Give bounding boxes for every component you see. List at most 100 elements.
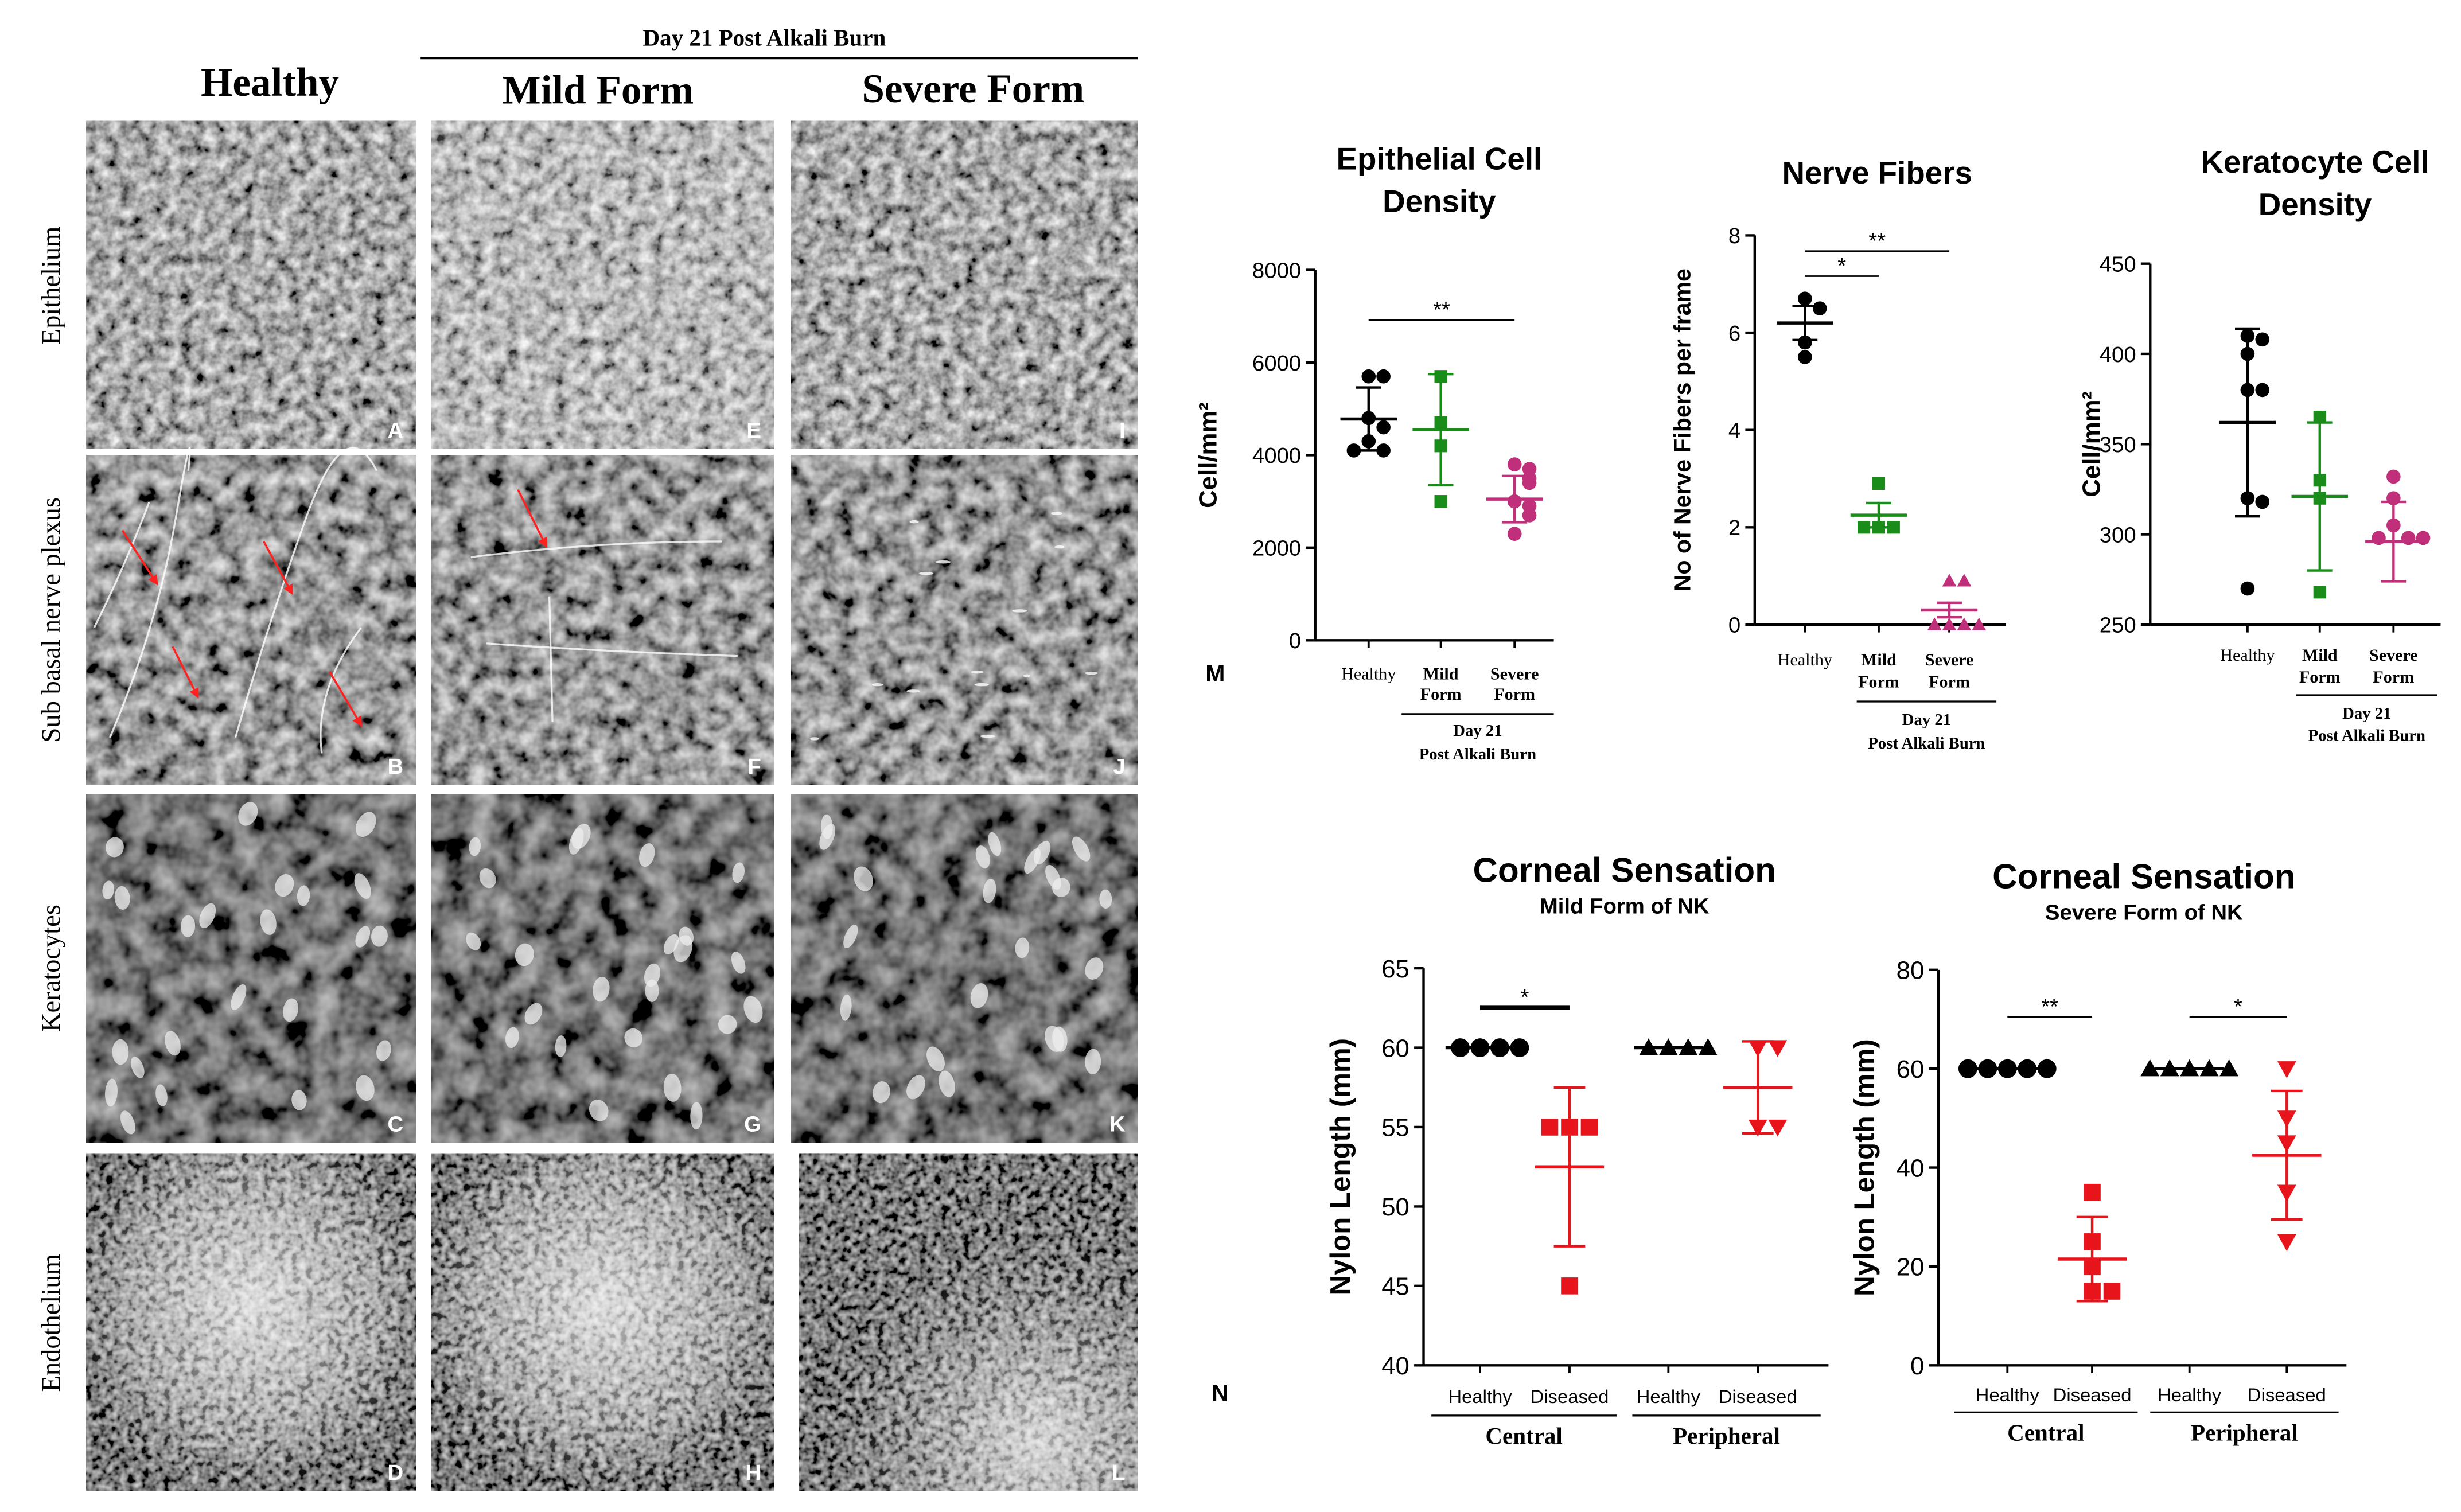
data-point (2386, 518, 2401, 533)
panel-letter: I (1119, 418, 1126, 443)
data-point (1748, 1119, 1767, 1137)
keratocyte (983, 878, 996, 903)
data-point (1858, 521, 1871, 534)
speck (1085, 671, 1098, 675)
keratocyte (466, 932, 481, 950)
keratocyte (732, 862, 745, 883)
data-point (2084, 1283, 2101, 1300)
significance-label: ** (1868, 228, 1886, 253)
arrow (517, 489, 547, 548)
row-label: Keratocytes (37, 905, 66, 1032)
data-point (1470, 1038, 1490, 1057)
data-point (1561, 1277, 1578, 1295)
text-line: Form (1420, 684, 1462, 704)
y-tick-label: 400 (2100, 342, 2136, 367)
nerve-fiber (93, 501, 150, 629)
data-point (1698, 1038, 1718, 1055)
data-point (1768, 1119, 1788, 1137)
chart-subtitle: Mild Form of NK (1540, 894, 1710, 918)
micrograph: E (431, 120, 774, 449)
data-point (1768, 1040, 1788, 1057)
data-point (2277, 1234, 2296, 1252)
keratocyte (354, 873, 371, 899)
nerve-fiber (109, 447, 191, 738)
data-point (1580, 1119, 1598, 1136)
keratocyte (355, 812, 376, 837)
data-point (1639, 1038, 1658, 1055)
column-header: Mild Form (502, 68, 694, 113)
data-point (2386, 491, 2401, 505)
y-tick-label: 450 (2100, 252, 2136, 276)
speck (810, 737, 819, 741)
keratocyte (105, 1078, 118, 1107)
speck (980, 734, 995, 738)
keratocyte (355, 926, 371, 948)
keratocyte (593, 976, 610, 1002)
data-point (1522, 476, 1537, 490)
data-point (1927, 617, 1942, 630)
text-line: Day 21 (1902, 711, 1951, 729)
data-point (1958, 1059, 1977, 1078)
keratocyte (663, 1073, 682, 1102)
text-line: Post Alkali Burn (1868, 734, 1985, 753)
chart-title: Corneal Sensation (1992, 858, 2295, 896)
column-header: Severe Form (862, 67, 1084, 111)
keratocyte (199, 903, 216, 928)
micrograph-texture (431, 120, 774, 449)
panel-letter: H (745, 1460, 761, 1485)
column-header: Healthy (201, 60, 339, 105)
chart-title: Keratocyte Cell Density (2201, 144, 2429, 222)
keratocyte (1015, 937, 1030, 958)
group-label: Peripheral (1673, 1423, 1780, 1449)
keratocyte (356, 1075, 375, 1101)
keratocyte (297, 885, 310, 906)
text-line: Form (2299, 667, 2341, 687)
data-point (2277, 1110, 2296, 1128)
x-tick-label: Healthy (1637, 1386, 1701, 1407)
data-point (1872, 521, 1886, 534)
x-tick-label: Healthy (1448, 1386, 1512, 1407)
y-tick-label: 55 (1381, 1114, 1409, 1142)
keratocyte (291, 1090, 307, 1110)
y-axis-label: Cell/mm² (1194, 402, 1222, 508)
data-point (1942, 617, 1957, 630)
keratocyte (114, 886, 130, 910)
data-point (1997, 1059, 2017, 1078)
micrograph: H (431, 1153, 774, 1491)
keratocyte (624, 1028, 643, 1048)
arrow (121, 529, 158, 586)
data-point (1658, 1038, 1678, 1055)
significance-label: * (1837, 254, 1846, 278)
y-tick-label: 8000 (1252, 258, 1301, 283)
data-point (1561, 1119, 1578, 1136)
row-label: Endothelium (37, 1254, 66, 1392)
speck (872, 683, 883, 687)
y-tick-label: 0 (1289, 629, 1301, 653)
keratocyte (238, 802, 258, 826)
data-point (1679, 1038, 1698, 1055)
significance-label: * (2234, 994, 2242, 1019)
text-line: Epithelial Cell (1337, 141, 1543, 176)
x-tick-label: Severe Form (2369, 645, 2418, 687)
keratocyte (155, 1084, 168, 1106)
keratocyte (112, 1039, 129, 1065)
data-point (1434, 439, 1447, 453)
data-point (2255, 383, 2270, 398)
speck (1023, 674, 1030, 677)
panel-letter: G (744, 1112, 761, 1137)
x-tick-label: Mild Form (1858, 650, 1899, 691)
data-point (2255, 494, 2270, 509)
data-point (2219, 1059, 2239, 1077)
micrograph: A (86, 120, 416, 449)
text-line: Form (2373, 667, 2414, 687)
data-point (2313, 411, 2326, 424)
keratocyte (568, 828, 584, 855)
chart-subtitle: Severe Form of NK (2045, 900, 2243, 925)
speck (1012, 609, 1027, 613)
data-point (1507, 494, 1522, 509)
y-tick-label: 65 (1381, 955, 1409, 983)
keratocyte (1099, 889, 1112, 909)
data-point (1957, 617, 1972, 630)
y-tick-label: 80 (1897, 957, 1925, 985)
